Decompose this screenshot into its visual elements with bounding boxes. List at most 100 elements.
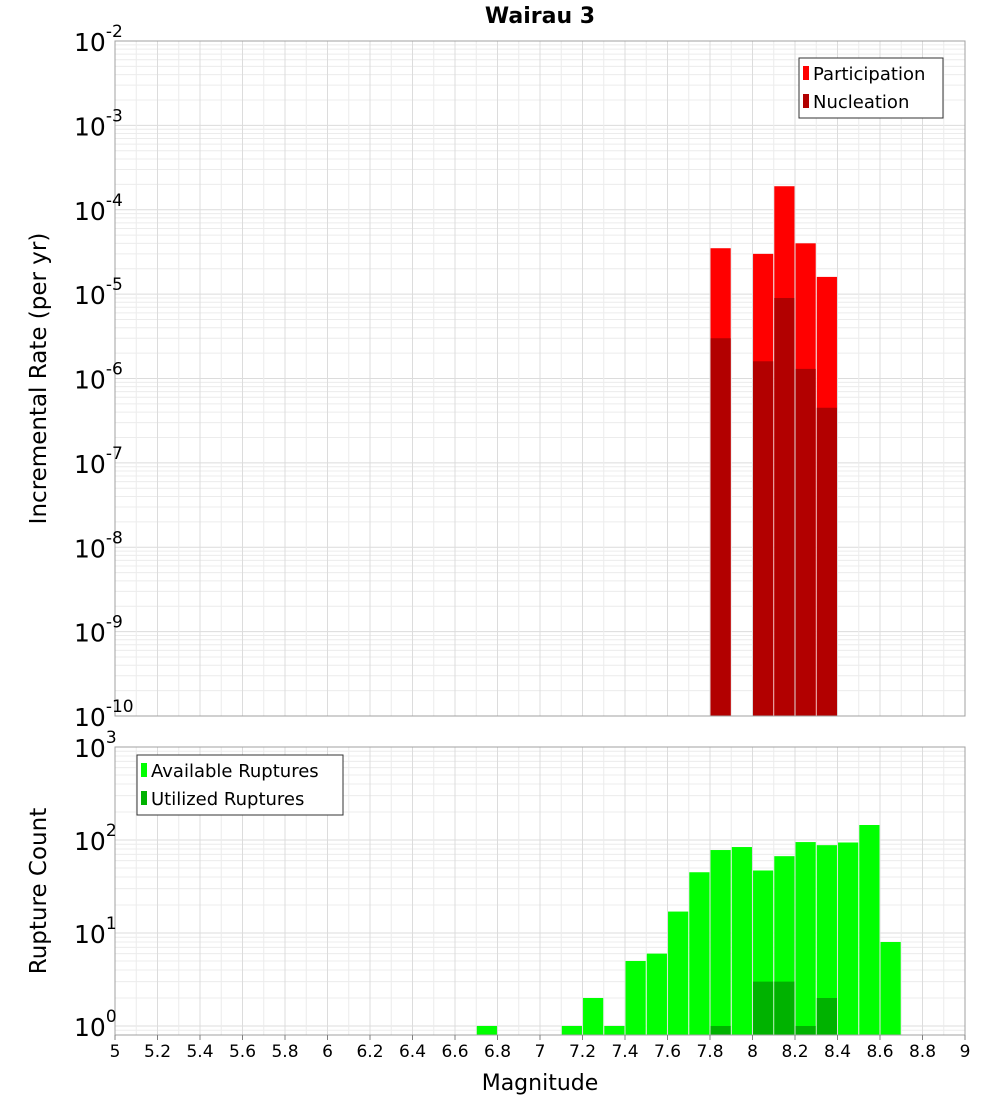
x-tick-label: 8 (747, 1042, 758, 1062)
legend-swatch (141, 763, 147, 777)
x-tick-label: 6.8 (484, 1042, 511, 1062)
y-tick-label: 10-2 (74, 22, 123, 57)
y-tick-base: 10 (74, 281, 106, 310)
y-tick-base: 10 (74, 366, 106, 395)
x-tick-label: 8.6 (866, 1042, 893, 1062)
y-tick-label: 10-5 (74, 275, 123, 310)
bar-available-ruptures (476, 1025, 497, 1035)
bar-nucleation (795, 368, 816, 716)
x-tick-label: 8.8 (909, 1042, 936, 1062)
x-tick-label: 5.6 (229, 1042, 256, 1062)
bar-available-ruptures (689, 872, 710, 1035)
x-tick-label: 7.2 (569, 1042, 596, 1062)
bar-utilized-ruptures (710, 1025, 731, 1035)
y-tick-label: 10-4 (74, 191, 123, 226)
x-tick-label: 7 (535, 1042, 546, 1062)
y-tick-label: 103 (74, 728, 117, 763)
x-tick-label: 7.6 (654, 1042, 681, 1062)
x-tick-label: 7.8 (696, 1042, 723, 1062)
legend-swatch (141, 791, 147, 805)
bar-available-ruptures (646, 953, 667, 1035)
bar-available-ruptures (710, 850, 731, 1035)
x-tick-label: 5 (110, 1042, 121, 1062)
rate-chart: 10-1010-910-810-710-610-510-410-310-2Inc… (26, 4, 966, 732)
legend-swatch (803, 94, 809, 108)
x-tick-label: 6 (322, 1042, 333, 1062)
y-tick-base: 10 (74, 534, 106, 563)
bar-nucleation (816, 407, 837, 716)
y-tick-label: 100 (74, 1007, 117, 1042)
y-axis-label: Rupture Count (26, 808, 52, 974)
y-tick-exponent: 2 (106, 821, 117, 841)
y-tick-base: 10 (74, 703, 106, 732)
y-tick-exponent: -8 (106, 528, 123, 548)
y-tick-exponent: 0 (106, 1007, 117, 1027)
y-tick-exponent: -6 (106, 360, 123, 380)
y-tick-label: 101 (74, 914, 117, 949)
bar-available-ruptures (859, 824, 880, 1035)
x-tick-label: 7.4 (611, 1042, 638, 1062)
bar-available-ruptures (668, 911, 689, 1035)
y-tick-exponent: 1 (106, 914, 117, 934)
x-tick-label: 5.8 (271, 1042, 298, 1062)
y-tick-base: 10 (74, 1013, 106, 1042)
bar-available-ruptures (816, 845, 837, 1035)
bar-nucleation (753, 361, 774, 716)
bar-utilized-ruptures (753, 981, 774, 1035)
y-tick-exponent: 3 (106, 728, 117, 748)
x-tick-label: 9 (960, 1042, 971, 1062)
series-nucleation (710, 297, 837, 716)
y-tick-exponent: -2 (106, 22, 123, 42)
bar-utilized-ruptures (795, 1025, 816, 1035)
legend-box (798, 57, 944, 119)
y-tick-base: 10 (74, 827, 106, 856)
y-tick-label: 10-3 (74, 106, 123, 141)
bar-available-ruptures (731, 847, 752, 1035)
legend: Participation Nucleation (798, 57, 944, 119)
x-tick-label: 8.4 (824, 1042, 851, 1062)
bar-available-ruptures (561, 1025, 582, 1035)
bar-available-ruptures (838, 842, 859, 1035)
y-tick-label: 10-6 (74, 360, 123, 395)
y-tick-label: 10-9 (74, 613, 123, 648)
bar-nucleation (774, 297, 795, 716)
plot-border (114, 40, 966, 717)
legend-label: Participation (813, 64, 925, 85)
x-tick-label: 8.2 (781, 1042, 808, 1062)
x-axis-label: Magnitude (482, 1071, 599, 1096)
series-utilized-ruptures (710, 981, 837, 1035)
x-tick-label: 6.4 (399, 1042, 426, 1062)
y-tick-base: 10 (74, 920, 106, 949)
y-tick-exponent: -5 (106, 275, 123, 295)
y-tick-exponent: -7 (106, 444, 123, 464)
y-tick-base: 10 (74, 450, 106, 479)
legend: Available Ruptures Utilized Ruptures (136, 754, 344, 816)
y-tick-label: 102 (74, 821, 117, 856)
legend-label: Available Ruptures (151, 761, 319, 782)
series-available-ruptures (476, 824, 901, 1035)
bar-available-ruptures (625, 960, 646, 1035)
legend-label: Utilized Ruptures (151, 789, 304, 810)
bar-available-ruptures (795, 842, 816, 1035)
y-tick-base: 10 (74, 112, 106, 141)
x-tick-label: 5.4 (186, 1042, 213, 1062)
x-tick-label: 5.2 (144, 1042, 171, 1062)
bar-nucleation (710, 338, 731, 716)
bar-available-ruptures (604, 1025, 625, 1035)
y-tick-exponent: -4 (106, 191, 123, 211)
y-tick-exponent: -9 (106, 613, 123, 633)
bar-utilized-ruptures (774, 981, 795, 1035)
bar-utilized-ruptures (816, 997, 837, 1035)
y-tick-label: 10-10 (74, 697, 134, 732)
chart-title: Wairau 3 (485, 4, 595, 29)
y-tick-exponent: -10 (106, 697, 134, 717)
legend-box (136, 754, 344, 816)
y-tick-label: 10-8 (74, 528, 123, 563)
y-tick-label: 10-7 (74, 444, 123, 479)
x-tick-label: 6.2 (356, 1042, 383, 1062)
y-tick-base: 10 (74, 28, 106, 57)
bar-available-ruptures (583, 997, 604, 1035)
